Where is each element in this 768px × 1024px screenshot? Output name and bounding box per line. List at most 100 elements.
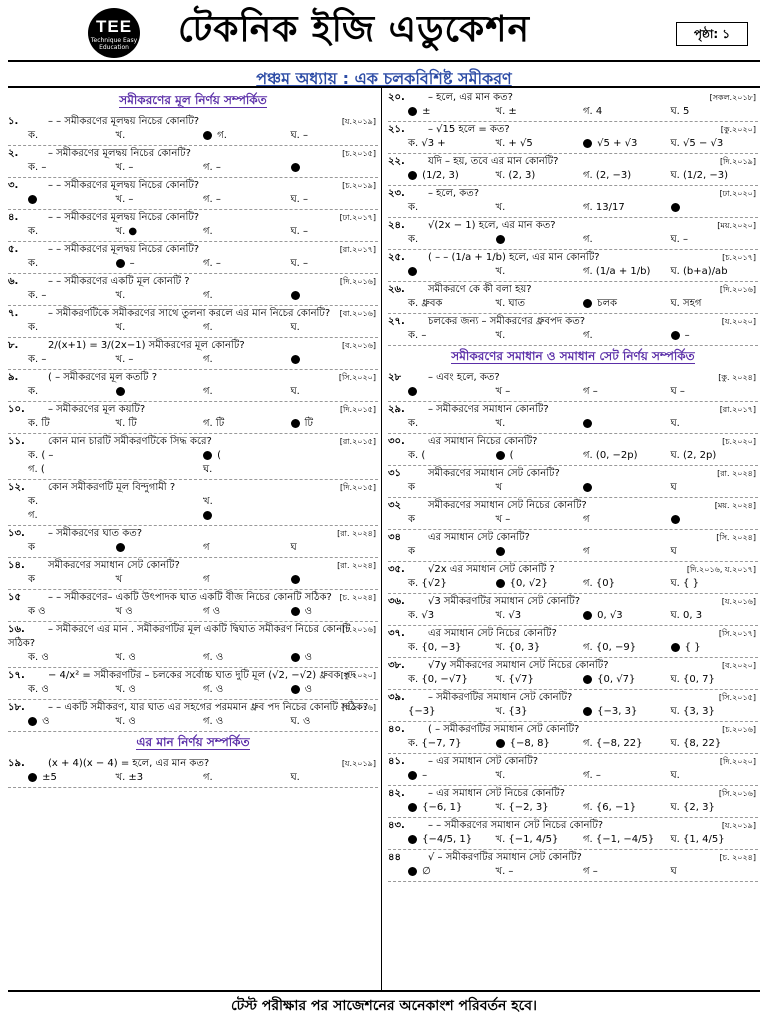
question-item: ২০. – হলে, এর মান কত? [সকল.২০১৮] ± খ. ± গ. 4… bbox=[388, 90, 758, 122]
question-item: ১০. – সমীকরণের মূল কয়টি? [দি.২০১৫] ক. টি খ.… bbox=[8, 402, 378, 434]
answer-options: ক. – খ. – গ. – bbox=[8, 161, 378, 175]
answer-option: ±5 bbox=[28, 771, 116, 785]
section-heading: এর মান নির্ণয় সম্পর্কিত bbox=[8, 734, 378, 754]
answer-option: (1/2, 3) bbox=[408, 169, 496, 183]
answer-option: ঘ. (1/2, −3) bbox=[670, 170, 729, 181]
answer-option: ক. ও bbox=[28, 652, 49, 663]
question-text: – – একটি সমীকরণ, যার ঘাত এর সহগের পরমমান… bbox=[48, 702, 369, 713]
question-source: [ঢা.২০২০] bbox=[719, 189, 756, 198]
answer-option: ঘ bbox=[290, 542, 297, 553]
question-text: √3 সমীকরণটির সমাধান সেট কোনটি? bbox=[428, 596, 581, 607]
question-source: [কু.২০২০] bbox=[720, 125, 756, 134]
question-number: ৩৫. bbox=[388, 564, 405, 575]
question-source: [চ.২০১৯] bbox=[342, 181, 376, 190]
answer-option: ক. ( bbox=[408, 450, 426, 461]
answer-option: গ. ও bbox=[203, 684, 224, 695]
answer-options: ক. ( – (গ. (ঘ. bbox=[8, 449, 378, 477]
question-item: ১৮. – – একটি সমীকরণ, যার ঘাত এর সহগের পরম… bbox=[8, 700, 378, 732]
answer-option: ও bbox=[290, 683, 379, 697]
answer-option: ও bbox=[28, 715, 116, 729]
question-text: – – সমীকরণের একটি মূল কোনটি ? bbox=[48, 276, 190, 287]
question-number: ২৩. bbox=[388, 188, 405, 199]
answer-option: গ. bbox=[203, 322, 213, 333]
filled-answer-dot-icon bbox=[583, 482, 592, 492]
filled-answer-dot-icon bbox=[583, 674, 592, 684]
answer-option: খ. ঘাত bbox=[495, 298, 526, 309]
question-source: [রা. ২০২৪] bbox=[337, 529, 376, 538]
filled-answer-dot-icon bbox=[290, 684, 300, 694]
question-text: √ – সমীকরণটির সমাধান সেট কোনটি? bbox=[428, 852, 582, 863]
answer-options: ক. – খ. গ. – bbox=[388, 329, 758, 343]
section-heading-text: এর মান নির্ণয় সম্পর্কিত bbox=[136, 735, 250, 750]
question-source: [বা.২০১৬] bbox=[339, 309, 376, 318]
answer-option: {0, √7} bbox=[583, 673, 671, 687]
answer-option: খ. bbox=[495, 266, 506, 277]
answer-options: {−3} খ. {3} {−3, 3} ঘ. {3, 3} bbox=[388, 705, 758, 719]
answer-option: ঘ. {8, 22} bbox=[670, 738, 722, 749]
answer-option: ক. bbox=[28, 386, 39, 397]
answer-options: ক. – খ. – গ. bbox=[8, 353, 378, 367]
chapter-heading: পঞ্চম অধ্যায় : এক চলকবিশিষ্ট সমীকরণ bbox=[0, 66, 768, 93]
answer-option: ঘ. – bbox=[290, 258, 309, 269]
answer-option: খ. ± bbox=[495, 106, 517, 117]
answer-option bbox=[408, 385, 496, 399]
question-item: ২১. – √15 হলে = কত? [কু.২০২০] ক. √3 + খ. + √… bbox=[388, 122, 758, 154]
filled-answer-dot-icon bbox=[28, 194, 37, 204]
answer-option: গ. bbox=[203, 290, 213, 301]
answer-option: ( bbox=[495, 449, 584, 463]
question-text: সমীকরণে কে কী বলা হয়? bbox=[428, 284, 532, 295]
question-source: [রা. ২০২৪] bbox=[337, 561, 376, 570]
question-source: [চ. ২০২৪] bbox=[339, 593, 376, 602]
answer-option bbox=[290, 573, 379, 587]
answer-option: ক. {√2} bbox=[408, 578, 447, 589]
answer-option: ঘ. (2, 2p) bbox=[670, 450, 717, 461]
answer-option: গ. – bbox=[203, 194, 221, 205]
answer-option: ক. √3 + bbox=[408, 138, 446, 149]
answer-option: খ – bbox=[495, 514, 511, 525]
answer-option: ঘ – bbox=[670, 386, 685, 397]
question-number: ১৯. bbox=[8, 758, 25, 769]
question-text: – সমীকরণের ঘাত কত? bbox=[48, 528, 143, 539]
answer-options: – খ. গ. – ঘ. bbox=[388, 769, 758, 783]
filled-answer-dot-icon bbox=[290, 162, 300, 172]
answer-option bbox=[495, 545, 584, 559]
question-source: [সি.২০২০] bbox=[338, 373, 376, 382]
answer-option: গ. ( bbox=[28, 464, 45, 475]
answer-option: ঘ. bbox=[290, 772, 300, 783]
answer-option: গ. (2, −3) bbox=[583, 170, 632, 181]
answer-option: ক. √3 bbox=[408, 610, 435, 621]
filled-answer-dot-icon bbox=[115, 258, 125, 268]
answer-option: গ. bbox=[203, 386, 213, 397]
answer-option: {−6, 1} bbox=[408, 801, 496, 815]
question-number: ২৫. bbox=[388, 252, 405, 263]
filled-answer-dot-icon bbox=[583, 298, 592, 308]
question-source: [রা.২০১৭] bbox=[339, 245, 376, 254]
question-text: √2x এর সমাধান সেট কোনটি ? bbox=[428, 564, 555, 575]
answer-option: গ. {0, −9} bbox=[583, 642, 637, 653]
page-number-box: পৃষ্ঠা: ১ bbox=[676, 22, 748, 46]
question-item: ৪৩. – – সমীকরণের সমাধান সেট নিচের কোনটি? [… bbox=[388, 818, 758, 850]
question-text: – – সমীকরণের মূলদ্বয় নিচের কোনটি? bbox=[48, 212, 200, 223]
question-number: ১৬. bbox=[8, 624, 25, 635]
question-source: [কু. ২০২৪] bbox=[718, 373, 756, 382]
answer-option: ক. bbox=[408, 234, 419, 245]
answer-option: খ. (2, 3) bbox=[495, 170, 536, 181]
question-item: ৩০. এর সমাধান নিচের কোনটি? [চ.২০২০] ক. ( (গ… bbox=[388, 434, 758, 466]
question-number: ২০. bbox=[388, 92, 405, 103]
answer-option: ঘ. 5 bbox=[670, 106, 690, 117]
answer-option: ঘ. – bbox=[290, 226, 309, 237]
question-text: – সমীকরণের সমাধান কোনটি? bbox=[428, 404, 549, 415]
answer-option: খ ও bbox=[115, 606, 133, 617]
answer-option: 0, √3 bbox=[583, 609, 671, 623]
answer-option: গ. bbox=[583, 330, 593, 341]
answer-option: ক bbox=[28, 574, 35, 585]
answer-option: ক. ও bbox=[28, 684, 49, 695]
answer-option: গ. bbox=[203, 226, 213, 237]
question-item: ২৬. সমীকরণে কে কী বলা হয়? [দি.২০১৬] ক. ধ্র… bbox=[388, 282, 758, 314]
filled-answer-dot-icon bbox=[495, 546, 505, 556]
answer-option: গ. bbox=[28, 510, 38, 521]
question-number: ২৮ bbox=[388, 372, 401, 383]
filled-answer-dot-icon bbox=[408, 106, 417, 116]
answer-option: খ. ● bbox=[115, 226, 138, 237]
question-text: – সমীকরণটিকে সমীকরণের সাথে তুলনা করলে এর… bbox=[48, 308, 331, 319]
